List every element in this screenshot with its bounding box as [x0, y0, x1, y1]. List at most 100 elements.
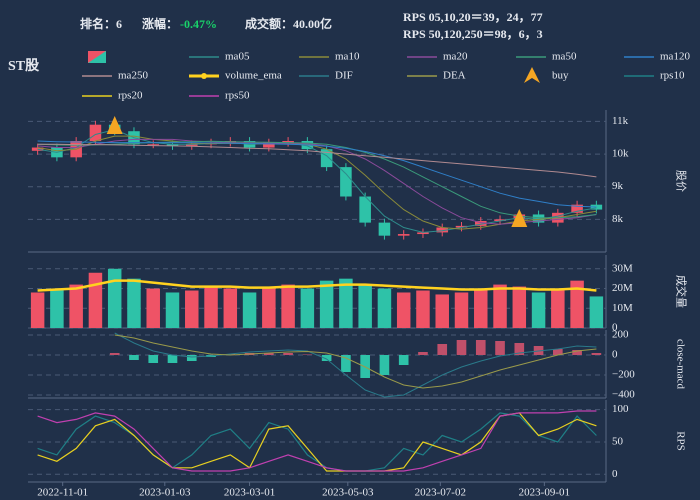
- macd-bar: [533, 346, 544, 355]
- y-axis-label: RPS: [674, 431, 686, 451]
- volume-bar: [589, 296, 604, 328]
- rank: 排名：6: [80, 16, 122, 31]
- series-line: [114, 334, 597, 389]
- legend-label: ma50: [552, 51, 577, 63]
- legend-label: rps50: [225, 90, 250, 102]
- y-tick-label: −400: [612, 389, 635, 401]
- y-tick-label: 9k: [612, 180, 624, 192]
- volume-bar: [107, 268, 122, 328]
- volume-bar: [435, 294, 449, 328]
- y-tick-label: 0: [612, 349, 618, 361]
- x-tick-label: 2023-01-03: [139, 487, 191, 499]
- y-tick-label: 0: [612, 468, 618, 480]
- volume-bar: [281, 284, 295, 328]
- legend-label: ma250: [118, 70, 148, 82]
- legend-label: buy: [552, 70, 569, 82]
- buy-marker: [511, 208, 528, 227]
- candle-body: [571, 204, 583, 213]
- candle-body: [185, 144, 198, 146]
- volume-bar: [416, 290, 430, 328]
- volume-bar: [146, 288, 160, 328]
- macd-bar: [341, 355, 351, 372]
- macd-bar: [591, 353, 602, 355]
- macd-bar: [553, 349, 563, 355]
- series-line: [37, 140, 597, 219]
- turnover: 成交额：40.00亿: [245, 16, 332, 31]
- y-tick-label: 10k: [612, 148, 629, 160]
- candle-body: [532, 214, 545, 223]
- candle-body: [147, 144, 160, 146]
- macd-bar: [186, 355, 197, 361]
- rps-long: RPS 50,120,250＝98，6，3: [403, 27, 543, 41]
- series-line: [37, 410, 597, 472]
- change: -0.47%: [180, 17, 217, 31]
- rps-short: RPS 05,10,20＝39，24，77: [403, 10, 543, 24]
- x-tick-label: 2023-03-01: [224, 487, 275, 499]
- macd-bar: [379, 355, 390, 375]
- candle-body: [89, 124, 102, 142]
- volume-bar: [204, 286, 218, 328]
- tag: ST股: [8, 58, 40, 74]
- y-axis-label: 股价: [674, 170, 687, 192]
- macd-bar: [167, 355, 178, 363]
- candle-body: [340, 167, 352, 197]
- candle-body: [166, 144, 179, 146]
- legend-label: DIF: [335, 70, 353, 82]
- y-tick-label: 0: [612, 322, 618, 334]
- macd-bar: [321, 355, 332, 361]
- legend-icon: [524, 67, 540, 83]
- y-tick-label: 30M: [612, 262, 633, 274]
- candle-body: [263, 142, 275, 148]
- volume-bar: [50, 288, 64, 328]
- macd-bar: [495, 341, 505, 355]
- y-tick-label: 100: [612, 403, 629, 415]
- macd-bar: [514, 343, 525, 355]
- macd-bar: [148, 355, 159, 363]
- volume-bar: [551, 288, 565, 328]
- candle-body: [397, 234, 410, 236]
- candle-body: [378, 222, 391, 236]
- y-tick-label: 10M: [612, 302, 633, 314]
- volume-bar: [570, 280, 584, 328]
- volume-bar: [396, 292, 411, 328]
- volume-bar: [474, 288, 488, 328]
- candle-body: [282, 141, 294, 143]
- volume-bar: [531, 292, 546, 328]
- candle-body: [494, 219, 506, 221]
- legend-label: ma20: [443, 51, 468, 63]
- volume-bar: [165, 292, 180, 328]
- candle-body: [455, 225, 468, 228]
- candle-body: [320, 149, 333, 168]
- legend-label: rps10: [660, 70, 685, 82]
- legend-icon: [88, 51, 106, 63]
- series-line: [114, 332, 597, 398]
- volume-bar: [339, 278, 353, 328]
- volume-bar: [223, 288, 238, 328]
- change-label: 涨幅：: [142, 16, 178, 31]
- macd-bar: [475, 340, 486, 355]
- macd-bar: [109, 353, 120, 355]
- volume-bar: [300, 288, 315, 328]
- volume-bar: [493, 284, 507, 328]
- legend-icon: [201, 73, 207, 79]
- legend-label: ma05: [225, 51, 250, 63]
- legend-label: DEA: [443, 70, 466, 82]
- y-tick-label: 200: [612, 329, 629, 341]
- y-tick-label: −200: [612, 369, 635, 381]
- volume-bar: [88, 272, 103, 328]
- macd-bar: [456, 340, 467, 355]
- series-line: [37, 138, 597, 225]
- legend-label: volume_ema: [225, 70, 282, 82]
- y-tick-label: 11k: [612, 115, 629, 127]
- legend-label: ma10: [335, 51, 360, 63]
- legend-label: ma120: [660, 51, 690, 63]
- macd-bar: [572, 350, 582, 355]
- volume-bar: [69, 284, 83, 328]
- x-tick-label: 2022-11-01: [37, 487, 88, 499]
- x-tick-label: 2023-07-02: [415, 487, 466, 499]
- volume-bar: [30, 292, 45, 328]
- volume-bar: [512, 286, 527, 328]
- volume-bar: [377, 288, 392, 328]
- y-axis-label: close-macd: [674, 339, 686, 390]
